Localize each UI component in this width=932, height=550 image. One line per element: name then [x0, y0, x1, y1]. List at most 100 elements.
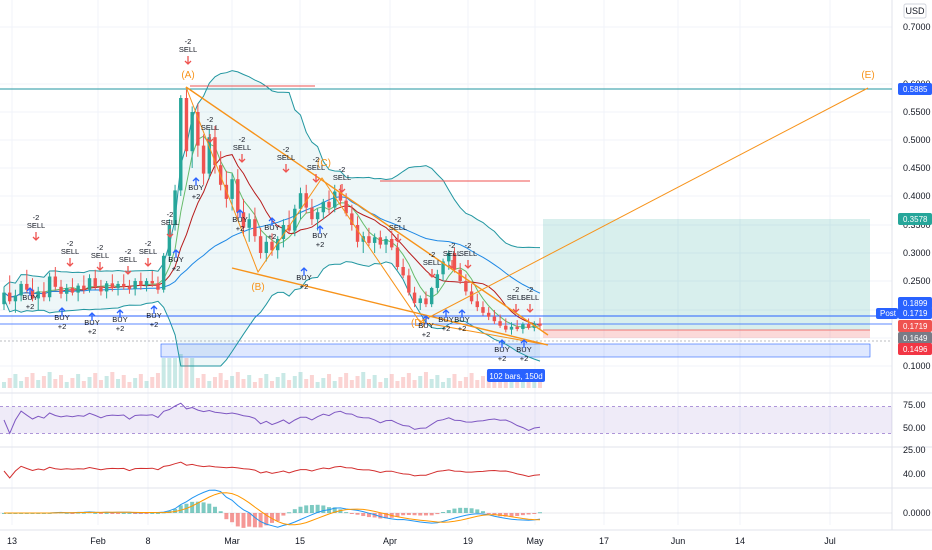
candle-body [298, 193, 303, 209]
macd-histogram-bar [406, 513, 411, 516]
sell-label: SELL [459, 249, 477, 258]
volume-bar [406, 373, 411, 388]
wave-projection [419, 87, 869, 323]
candle-body [104, 283, 109, 292]
volume-bar [144, 381, 149, 388]
macd-histogram-bar [418, 513, 423, 516]
volume-bar [64, 382, 69, 388]
buy-arrow-icon [458, 309, 466, 318]
post-label: Post [880, 309, 897, 318]
volume-bar [452, 374, 457, 388]
price-axis[interactable]: USD0.70000.60000.55000.50000.45000.40000… [876, 3, 932, 518]
rsi-tick: 25.00 [903, 445, 926, 455]
macd-histogram-bar [98, 513, 103, 514]
price-label-text: 0.3578 [903, 215, 928, 224]
sell-label: SELL [333, 173, 351, 182]
buy-plus-label: +2 [316, 240, 325, 249]
candle-body [435, 274, 440, 288]
candle-body [65, 287, 69, 294]
buy-plus-label: +2 [442, 324, 451, 333]
candle-body [395, 247, 400, 267]
buy-plus-label: +2 [268, 232, 277, 241]
sell-label: SELL [61, 247, 79, 256]
volume-bar [309, 375, 314, 388]
currency-badge [903, 3, 927, 19]
wave-label: (E) [861, 70, 874, 81]
macd-histogram-bar [224, 513, 229, 520]
candle-body [475, 301, 479, 308]
price-tick: 0.2500 [903, 276, 931, 286]
sell-arrow-icon [124, 266, 132, 275]
buy-label: BUY [84, 318, 99, 327]
candle-body [236, 179, 240, 213]
sell-arrow-icon [464, 260, 472, 269]
rsi-tick: 75.00 [903, 400, 926, 410]
oscillator-line [3, 461, 541, 479]
candle-body [99, 286, 103, 292]
time-tick: Jul [824, 536, 836, 546]
volume-bar [332, 381, 337, 388]
macd-histogram-bar [332, 507, 337, 513]
candle-body [429, 287, 434, 305]
measure-label: 102 bars, 150d [489, 372, 542, 381]
time-tick: May [526, 536, 544, 546]
volume-bar [509, 378, 514, 388]
macd-histogram-bar [264, 513, 269, 526]
volume-bar [458, 381, 463, 388]
macd-histogram-bar [247, 513, 252, 527]
buy-label: BUY [188, 183, 203, 192]
macd-histogram-bar [429, 513, 434, 516]
price-label-tag [898, 332, 932, 344]
indicator-pane [3, 461, 541, 479]
time-tick: 13 [7, 536, 17, 546]
macd-histogram-bar [446, 510, 451, 513]
candle-body [139, 281, 143, 286]
sell-label: SELL [423, 258, 441, 267]
time-tick: Jun [671, 536, 686, 546]
sell-arrow-icon [428, 269, 436, 278]
sell-label: SELL [139, 247, 157, 256]
buy-arrow-icon [520, 339, 528, 348]
macd-histogram-bar [275, 513, 280, 521]
time-axis[interactable]: 13 Feb 8 Mar 15 Apr 19 May 17 Jun 14 Jul [7, 536, 836, 546]
buy-label: BUY [22, 293, 37, 302]
volume-bar [230, 376, 235, 388]
volume-bar [218, 373, 223, 388]
volume-bar [469, 373, 474, 388]
buy-arrow-icon [236, 209, 244, 218]
macd-histogram-bar [309, 505, 314, 513]
sell-arrow-icon [448, 260, 456, 269]
volume-bar [355, 376, 360, 388]
volume-bar [321, 378, 326, 388]
macd-histogram-bar [258, 513, 263, 528]
volume-bar [247, 375, 252, 388]
macd-histogram-bar [441, 511, 446, 513]
macd-histogram-bar [361, 513, 366, 517]
volume-bar [235, 372, 240, 388]
buy-label: BUY [454, 315, 469, 324]
candle-body [213, 137, 217, 166]
volume-bar [441, 382, 446, 388]
candle-body [13, 295, 18, 302]
candle-body [367, 236, 371, 243]
sell-arrow-icon [338, 184, 346, 193]
buy-label: BUY [264, 223, 279, 232]
macd-histogram-bar [475, 509, 480, 513]
sell-minus-label: -2 [125, 247, 132, 256]
buy-plus-label: +2 [300, 282, 309, 291]
measure-tag [487, 369, 545, 382]
volume-bar [190, 358, 195, 388]
volume-bar [41, 376, 46, 388]
volume-bar [70, 378, 75, 388]
buy-arrow-icon [268, 217, 276, 226]
volume-bar [281, 373, 286, 388]
candle-body [372, 237, 377, 243]
time-tick: Feb [90, 536, 106, 546]
buy-label: BUY [146, 311, 161, 320]
sell-label: SELL [521, 293, 539, 302]
sell-minus-label: -2 [97, 243, 104, 252]
candle-body [355, 225, 360, 242]
macd-histogram-bar [207, 503, 212, 513]
candle-body [230, 179, 234, 199]
